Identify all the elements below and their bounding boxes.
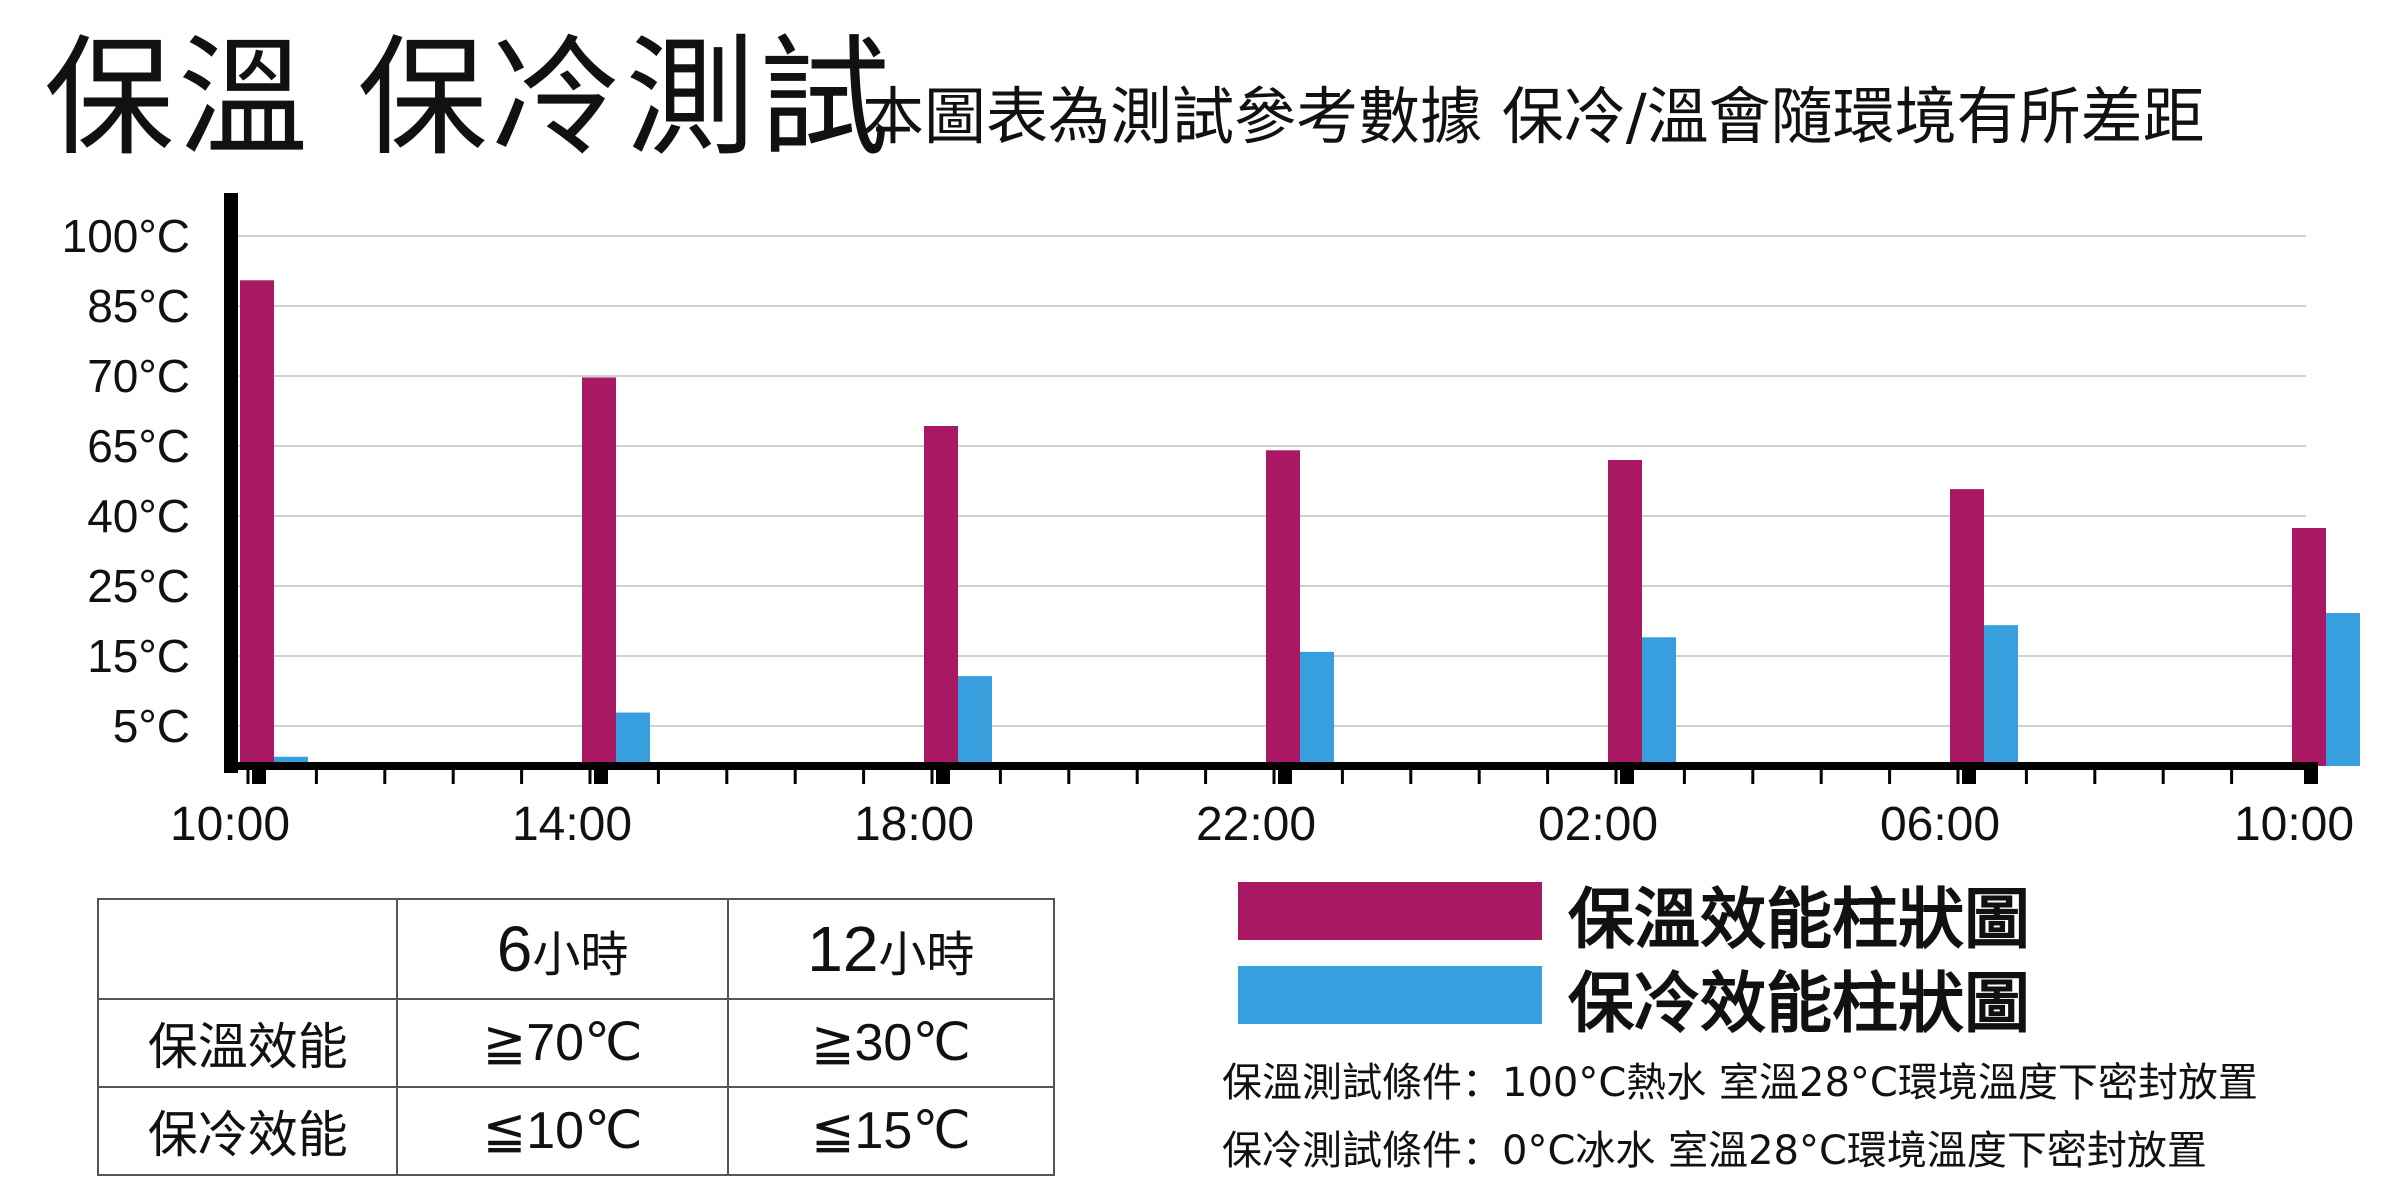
warm-bar (1266, 450, 1300, 766)
x-tick-label: 02:00 (1538, 798, 1658, 851)
chart-subtitle: 本圖表為測試參考數據 保冷/溫會隨環境有所差距 (862, 80, 2205, 153)
x-major-tick (252, 762, 266, 784)
x-major-tick (936, 762, 950, 784)
table-header-cell: 6小時 (396, 898, 729, 1000)
warm-bar (582, 377, 616, 766)
chart-title: 保溫 保冷測試 (44, 22, 894, 174)
x-tick-label: 18:00 (854, 798, 974, 851)
header-number: 12 (807, 913, 879, 985)
x-major-tick (594, 762, 608, 784)
table-header-row: 6小時 12小時 (96, 898, 1056, 1000)
y-axis-ticks: 100°C 85°C 70°C 65°C 40°C 25°C 15°C 5°C (62, 210, 190, 752)
x-axis-ticks: 10:00 14:00 18:00 22:00 02:00 06:00 10:00 (170, 798, 2354, 851)
table-row: 保溫效能 ≧70℃ ≧30℃ (96, 998, 1056, 1088)
row-label: 保溫效能 (96, 998, 399, 1088)
y-tick-label: 100°C (62, 210, 190, 262)
legend-swatch-cold (1238, 966, 1542, 1024)
table-cell: ≦10℃ (396, 1086, 729, 1176)
cold-bar (1984, 625, 2018, 766)
header-number: 6 (496, 913, 533, 985)
table-header-cell (96, 898, 399, 1000)
x-tick-label: 10:00 (2234, 798, 2354, 851)
warm-bar (2292, 528, 2326, 766)
bars-layer (240, 280, 2360, 766)
cold-test-condition: 保冷測試條件：0°C冰水 室溫28°C環境溫度下密封放置 (1222, 1128, 2207, 1174)
legend-label-cold: 保冷效能柱狀圖 (1568, 965, 2030, 1042)
x-tick-label: 22:00 (1196, 798, 1316, 851)
header-unit: 小時 (532, 927, 629, 983)
table-cell: ≧70℃ (396, 998, 729, 1088)
warm-bar (1608, 460, 1642, 766)
cold-bar (274, 756, 308, 766)
x-tick-label: 06:00 (1880, 798, 2000, 851)
x-major-tick (1962, 762, 1976, 784)
legend-swatch-warm (1238, 882, 1542, 940)
y-tick-label: 70°C (87, 350, 190, 402)
cold-bar (958, 676, 992, 766)
x-tick-label: 10:00 (170, 798, 290, 851)
temperature-bar-chart: 100°C 85°C 70°C 65°C 40°C 25°C 15°C 5°C 10:00 14… (62, 193, 2360, 851)
legend-label-warm: 保溫效能柱狀圖 (1568, 881, 2030, 958)
cold-bar (2326, 613, 2360, 766)
row-label: 保冷效能 (96, 1086, 399, 1176)
x-axis-line (224, 762, 2308, 770)
y-tick-label: 85°C (87, 280, 190, 332)
x-major-tick (1620, 762, 1634, 784)
warm-test-condition: 保溫測試條件：100°C熱水 室溫28°C環境溫度下密封放置 (1222, 1060, 2258, 1106)
y-tick-label: 40°C (87, 490, 190, 542)
y-tick-label: 15°C (87, 630, 190, 682)
warm-bar (1950, 489, 1984, 766)
header-unit: 小時 (878, 927, 975, 983)
table-row: 保冷效能 ≦10℃ ≦15℃ (96, 1086, 1056, 1176)
x-major-tick (1278, 762, 1292, 784)
cold-bar (1642, 637, 1676, 766)
warm-bar (924, 426, 958, 766)
table-header-cell: 12小時 (726, 898, 1056, 1000)
y-tick-label: 65°C (87, 420, 190, 472)
y-tick-label: 25°C (87, 560, 190, 612)
axes-layer (224, 193, 2318, 784)
x-major-tick (2304, 762, 2318, 784)
cold-bar (1300, 651, 1334, 766)
y-tick-label: 5°C (113, 700, 190, 752)
x-tick-label: 14:00 (512, 798, 632, 851)
table-cell: ≧30℃ (726, 998, 1056, 1088)
table-cell: ≦15℃ (726, 1086, 1056, 1176)
warm-bar (240, 280, 274, 766)
cold-bar (616, 712, 650, 766)
performance-table: 6小時 12小時 保溫效能 ≧70℃ ≧30℃ 保冷效能 ≦10℃ ≦15℃ (96, 898, 1056, 1176)
y-axis-line (224, 193, 238, 773)
